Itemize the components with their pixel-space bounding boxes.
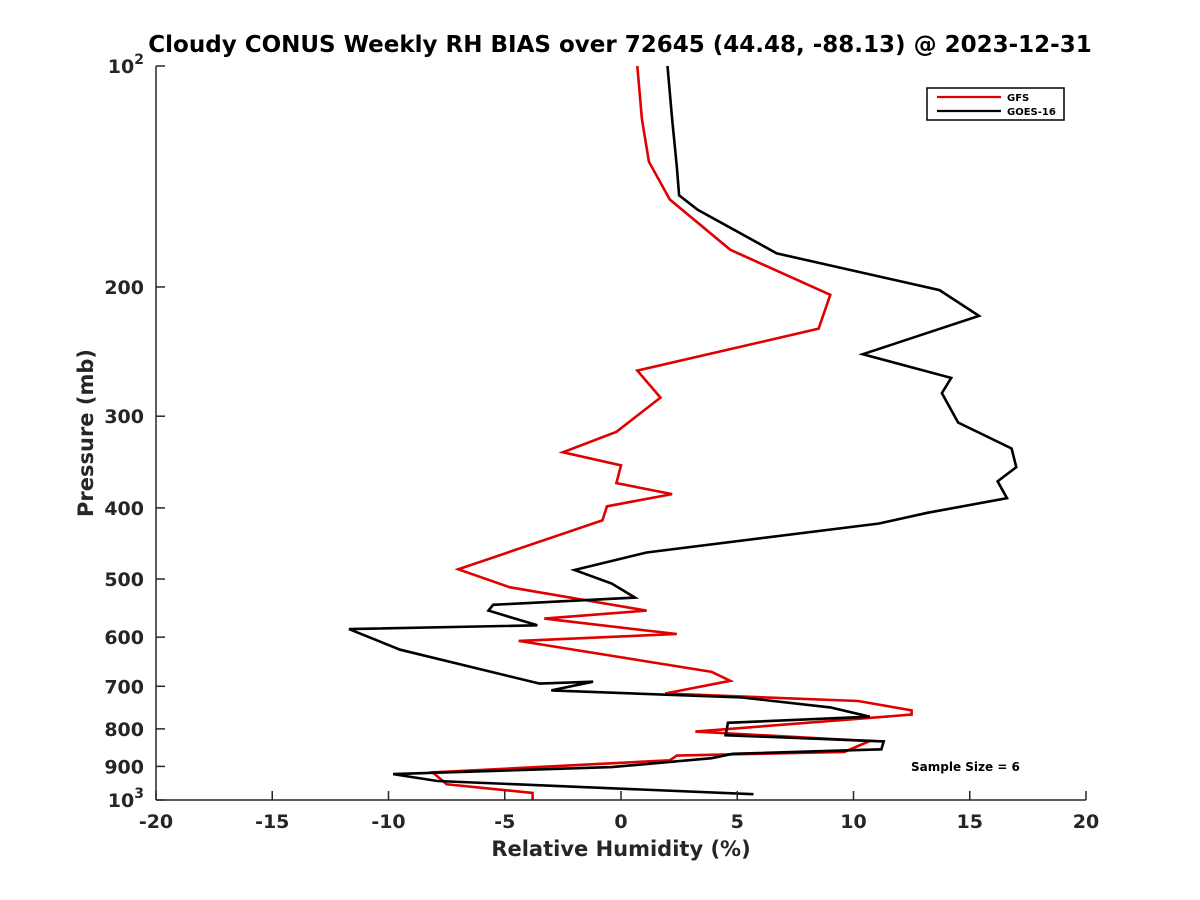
- y-tick-label: 700: [104, 676, 144, 698]
- legend-box: [926, 87, 1065, 121]
- legend-goes16-label: GOES-16: [1007, 107, 1056, 118]
- x-tick-label: -15: [255, 811, 289, 833]
- series-gfs-line: [429, 65, 913, 800]
- y-tick-label: 500: [104, 569, 144, 591]
- x-tick-label: -10: [371, 811, 405, 833]
- legend-gfs-label: GFS: [1007, 93, 1029, 104]
- y-tick-label: 800: [104, 719, 144, 741]
- series-layer: [348, 65, 1018, 800]
- x-tick-label: -5: [494, 811, 515, 833]
- x-tick-label: 5: [731, 811, 744, 833]
- y-tick-label: 200: [104, 277, 144, 299]
- y-tick-label: 103: [108, 786, 144, 812]
- y-axis-label: Pressure (mb): [74, 349, 98, 517]
- y-tick-label: 600: [104, 627, 144, 649]
- series-goes16-line: [348, 65, 1018, 796]
- legend: GFS GOES-16: [926, 87, 1065, 121]
- sample-size-annotation: Sample Size = 6: [911, 760, 1020, 774]
- x-tick-label: 15: [957, 811, 983, 833]
- y-tick-label: 300: [104, 406, 144, 428]
- y-tick-label: 102: [108, 52, 144, 78]
- x-tick-label: 20: [1073, 811, 1099, 833]
- x-tick-label: 0: [614, 811, 627, 833]
- x-tick-label: 10: [840, 811, 866, 833]
- x-ticks: -20 -15 -10 -5 0 5 10 15 20: [139, 791, 1099, 833]
- y-tick-label: 900: [104, 756, 144, 778]
- x-tick-label: -20: [139, 811, 173, 833]
- y-ticks: 102 200 300 400 500 600 700 800 900 103: [104, 52, 165, 812]
- x-axis-label: Relative Humidity (%): [491, 837, 750, 861]
- y-tick-label: 400: [104, 498, 144, 520]
- chart-title: Cloudy CONUS Weekly RH BIAS over 72645 (…: [148, 32, 1091, 58]
